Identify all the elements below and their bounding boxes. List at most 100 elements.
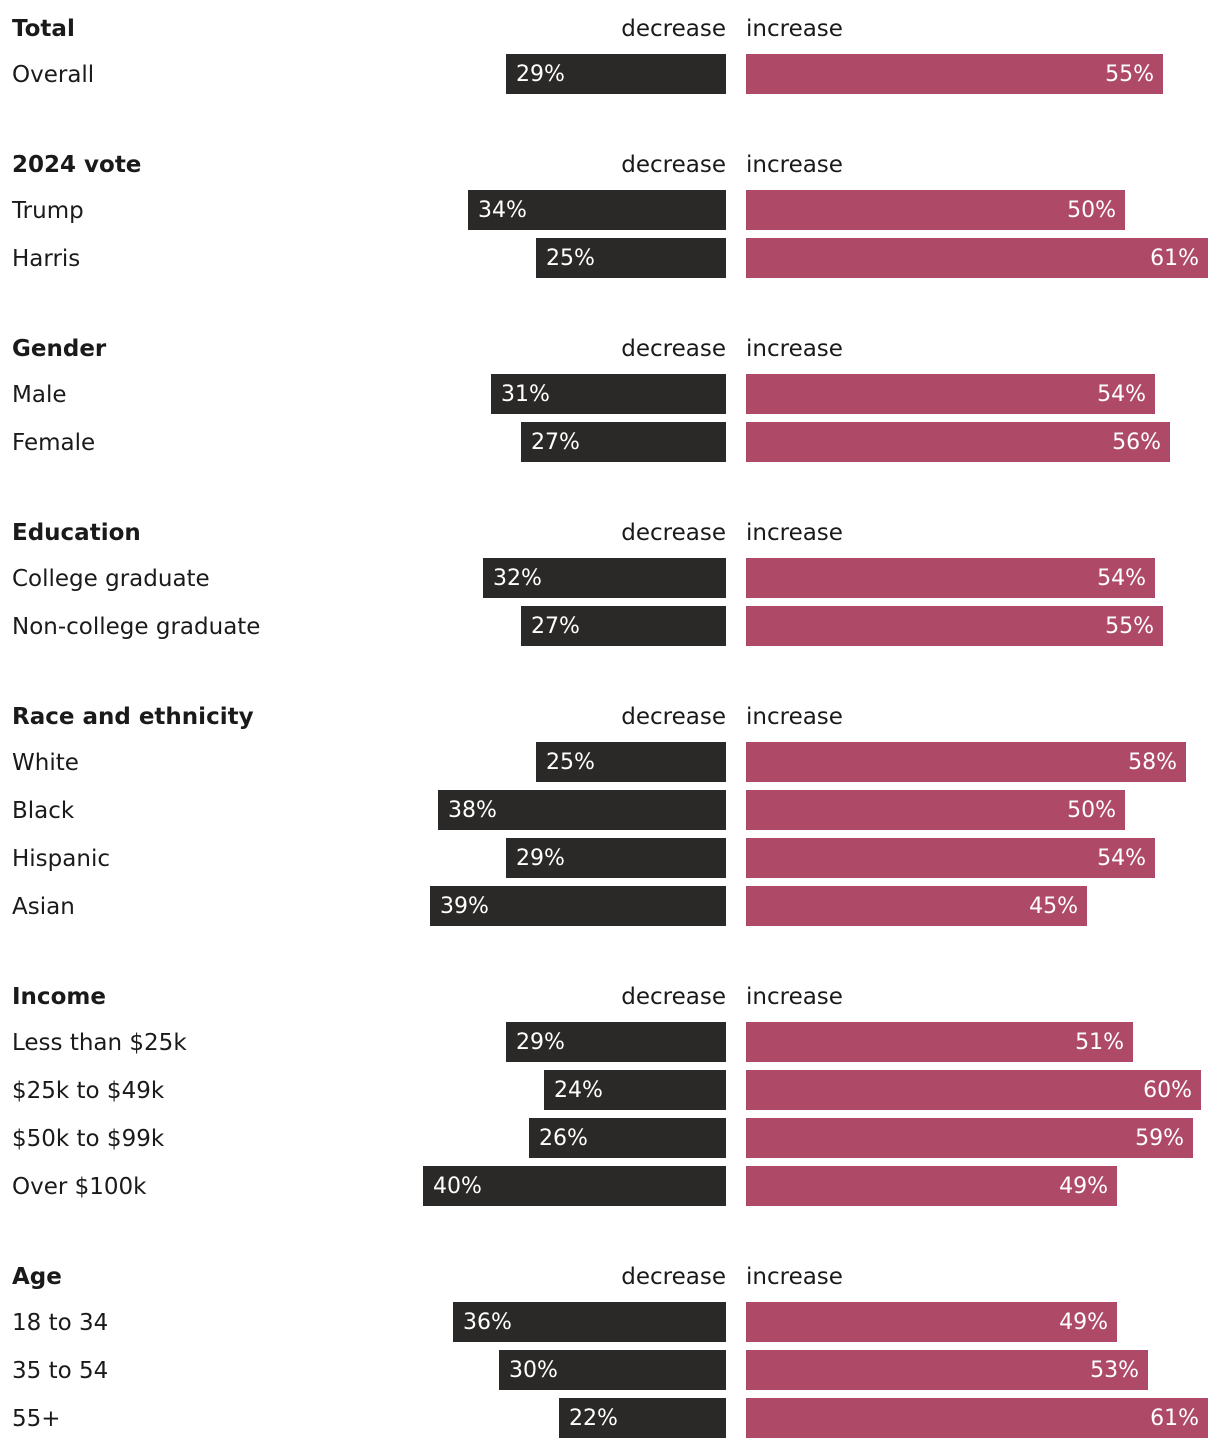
category-label: 55+ [12,1406,61,1432]
increase-bar: 49% [746,1166,1117,1206]
category-label: Overall [12,62,95,88]
category-label: Non-college graduate [12,614,261,640]
increase-bar: 55% [746,606,1163,646]
decrease-bar: 39% [430,886,726,926]
bar-row: Overall 29% 55% [0,54,1220,94]
decrease-column-label: decrease [621,16,726,42]
decrease-value-label: 29% [516,62,565,87]
group-title: Gender [12,336,107,362]
category-label: Over $100k [12,1174,147,1200]
decrease-bar: 38% [438,790,726,830]
decrease-column-label: decrease [621,520,726,546]
decrease-bar: 40% [423,1166,726,1206]
increase-bar: 60% [746,1070,1201,1110]
bar-row: $25k to $49k 24% 60% [0,1070,1220,1110]
category-label: Female [12,430,96,456]
decrease-value-label: 24% [554,1078,603,1103]
increase-value-label: 54% [1097,566,1146,591]
bar-row: College graduate 32% 54% [0,558,1220,598]
group-4: Race and ethnicity decrease increase White 2… [0,696,1220,934]
bar-row: Black 38% 50% [0,790,1220,830]
increase-column-label: increase [746,16,843,42]
category-label: 35 to 54 [12,1358,109,1384]
group-title: Age [12,1264,62,1290]
increase-value-label: 61% [1150,1406,1199,1431]
increase-column-label: increase [746,152,843,178]
increase-value-label: 50% [1067,798,1116,823]
decrease-bar: 36% [453,1302,726,1342]
increase-bar: 54% [746,374,1155,414]
bar-row: Male 31% 54% [0,374,1220,414]
bar-row: Female 27% 56% [0,422,1220,462]
group-1: 2024 vote decrease increase Trump 34% 50% Harr… [0,144,1220,286]
decrease-value-label: 29% [516,846,565,871]
increase-bar: 50% [746,190,1125,230]
increase-value-label: 60% [1143,1078,1192,1103]
decrease-bar: 34% [468,190,726,230]
category-label: $50k to $99k [12,1126,165,1152]
decrease-value-label: 27% [531,430,580,455]
category-label: $25k to $49k [12,1078,165,1104]
increase-value-label: 54% [1097,382,1146,407]
group-title: Income [12,984,106,1010]
category-label: Asian [12,894,75,920]
decrease-value-label: 36% [463,1310,512,1335]
increase-bar: 54% [746,558,1155,598]
increase-value-label: 59% [1135,1126,1184,1151]
bar-row: White 25% 58% [0,742,1220,782]
group-title: Education [12,520,141,546]
increase-bar: 61% [746,238,1208,278]
category-label: Hispanic [12,846,110,872]
bar-row: Hispanic 29% 54% [0,838,1220,878]
decrease-bar: 29% [506,838,726,878]
decrease-column-label: decrease [621,984,726,1010]
group-header: Age decrease increase [0,1256,1220,1296]
increase-value-label: 54% [1097,846,1146,871]
increase-bar: 58% [746,742,1186,782]
decrease-column-label: decrease [621,152,726,178]
decrease-bar: 29% [506,1022,726,1062]
increase-column-label: increase [746,984,843,1010]
increase-value-label: 55% [1105,62,1154,87]
bar-row: 18 to 34 36% 49% [0,1302,1220,1342]
increase-bar: 49% [746,1302,1117,1342]
bar-row: $50k to $99k 26% 59% [0,1118,1220,1158]
increase-value-label: 56% [1112,430,1161,455]
decrease-value-label: 30% [509,1358,558,1383]
decrease-column-label: decrease [621,1264,726,1290]
increase-value-label: 61% [1150,246,1199,271]
decrease-bar: 32% [483,558,726,598]
group-3: Education decrease increase College graduat… [0,512,1220,654]
increase-bar: 45% [746,886,1087,926]
group-header: Education decrease increase [0,512,1220,552]
decrease-bar: 25% [536,238,726,278]
bar-row: Harris 25% 61% [0,238,1220,278]
increase-column-label: increase [746,1264,843,1290]
group-6: Age decrease increase 18 to 34 36% 49% 35 to 5… [0,1256,1220,1446]
increase-bar: 56% [746,422,1170,462]
category-label: White [12,750,79,776]
decrease-value-label: 26% [539,1126,588,1151]
decrease-value-label: 31% [501,382,550,407]
group-title: Race and ethnicity [12,704,254,730]
group-2: Gender decrease increase Male 31% 54% Female 27… [0,328,1220,470]
decrease-bar: 26% [529,1118,726,1158]
increase-bar: 53% [746,1350,1148,1390]
increase-bar: 51% [746,1022,1133,1062]
category-label: Male [12,382,67,408]
decrease-value-label: 27% [531,614,580,639]
group-header: Race and ethnicity decrease increase [0,696,1220,736]
group-title: 2024 vote [12,152,142,178]
decrease-bar: 29% [506,54,726,94]
category-label: Less than $25k [12,1030,187,1056]
decrease-bar: 27% [521,422,726,462]
bar-row: 55+ 22% 61% [0,1398,1220,1438]
category-label: College graduate [12,566,210,592]
decrease-value-label: 39% [440,894,489,919]
increase-column-label: increase [746,704,843,730]
decrease-value-label: 29% [516,1030,565,1055]
decrease-column-label: decrease [621,336,726,362]
decrease-value-label: 25% [546,750,595,775]
decrease-value-label: 22% [569,1406,618,1431]
